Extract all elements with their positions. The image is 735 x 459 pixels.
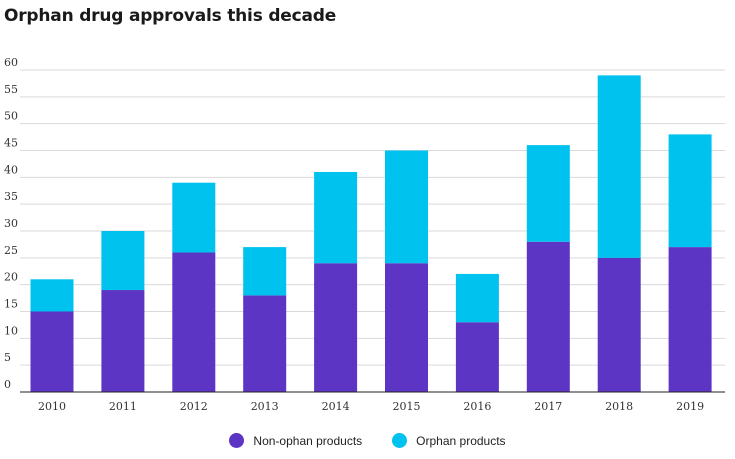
legend: Non-ophan products Orphan products <box>0 433 735 448</box>
bar-orphan-2017[interactable] <box>526 145 570 242</box>
y-tick-label: 15 <box>4 298 18 311</box>
bar-non-orphan-2019[interactable] <box>668 247 712 392</box>
x-tick-label: 2014 <box>322 400 350 413</box>
legend-swatch-orphan <box>392 433 408 448</box>
bar-orphan-2013[interactable] <box>243 247 287 296</box>
y-tick-label: 0 <box>4 378 11 391</box>
bar-orphan-2014[interactable] <box>314 171 358 264</box>
y-tick-label: 50 <box>4 110 18 123</box>
y-tick-label: 20 <box>4 271 18 284</box>
bar-non-orphan-2012[interactable] <box>172 252 216 392</box>
bar-orphan-2016[interactable] <box>455 273 499 323</box>
y-tick-label: 45 <box>4 137 18 150</box>
bar-non-orphan-2011[interactable] <box>101 290 145 392</box>
bars <box>30 75 712 393</box>
chart-title: Orphan drug approvals this decade <box>4 6 337 26</box>
y-tick-label: 60 <box>4 56 18 69</box>
x-tick-label: 2011 <box>109 400 137 413</box>
bar-non-orphan-2013[interactable] <box>243 295 287 392</box>
x-tick-label: 2017 <box>534 400 562 413</box>
legend-item-orphan[interactable]: Orphan products <box>392 433 506 448</box>
bar-orphan-2012[interactable] <box>172 182 216 253</box>
bar-orphan-2010[interactable] <box>30 279 74 312</box>
legend-item-non-orphan[interactable]: Non-ophan products <box>229 433 362 448</box>
bar-non-orphan-2015[interactable] <box>385 263 428 392</box>
x-tick-label: 2016 <box>463 400 491 413</box>
y-tick-label: 10 <box>4 324 18 337</box>
bar-orphan-2015[interactable] <box>385 150 428 264</box>
legend-label-orphan: Orphan products <box>416 433 506 448</box>
y-tick-label: 35 <box>4 190 18 203</box>
y-axis-ticks: 0 5 10 15 20 25 30 35 40 45 50 55 60 <box>4 56 18 391</box>
legend-label-non-orphan: Non-ophan products <box>253 433 363 448</box>
y-tick-label: 25 <box>4 244 18 257</box>
y-tick-label: 40 <box>4 163 18 176</box>
y-tick-label: 5 <box>4 351 11 364</box>
bar-orphan-2019[interactable] <box>668 134 712 248</box>
x-axis-ticks: 2010 2011 2012 2013 2014 2015 2016 2017 2018 2019 <box>38 400 704 413</box>
bar-orphan-2018[interactable] <box>597 75 641 258</box>
x-tick-label: 2012 <box>180 400 208 413</box>
x-tick-label: 2010 <box>38 400 66 413</box>
bar-non-orphan-2014[interactable] <box>314 263 358 392</box>
x-tick-label: 2018 <box>605 400 633 413</box>
x-tick-label: 2019 <box>676 400 704 413</box>
bar-non-orphan-2016[interactable] <box>455 322 499 392</box>
bar-non-orphan-2018[interactable] <box>597 257 641 392</box>
bar-orphan-2011[interactable] <box>101 231 145 291</box>
legend-swatch-non-orphan <box>229 433 245 448</box>
x-tick-label: 2015 <box>393 400 421 413</box>
bar-non-orphan-2010[interactable] <box>30 311 74 393</box>
bar-non-orphan-2017[interactable] <box>526 241 570 392</box>
y-tick-label: 30 <box>4 217 18 230</box>
x-tick-label: 2013 <box>251 400 279 413</box>
y-tick-label: 55 <box>4 83 18 96</box>
